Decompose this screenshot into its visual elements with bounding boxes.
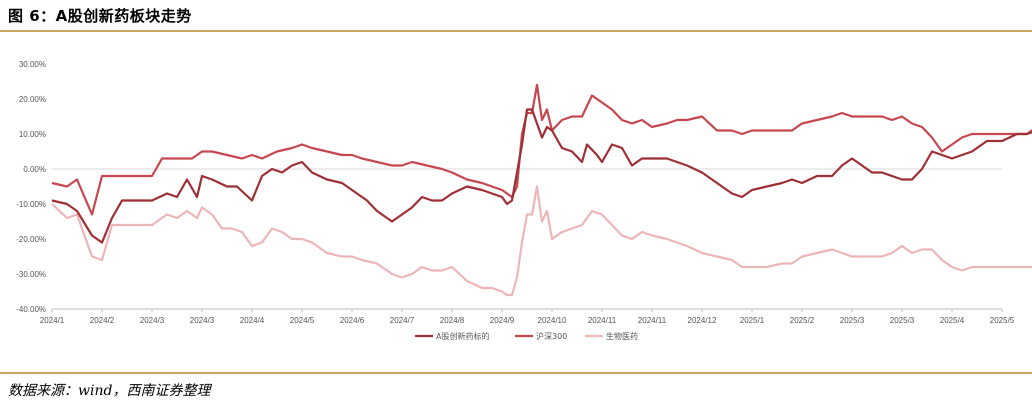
y-tick-label: 10.00%: [19, 130, 46, 139]
series-line-1: [51, 83, 1032, 216]
x-tick-label: 2024/10: [538, 316, 567, 325]
x-tick-label: 2025/1: [740, 316, 765, 325]
series-lines: [51, 83, 1032, 297]
x-tick-label: 2025/5: [990, 316, 1015, 325]
x-tick-label: 2024/2: [90, 316, 115, 325]
y-tick-label: -10.00%: [16, 200, 46, 209]
y-tick-label: 0.00%: [23, 165, 46, 174]
legend-label: 生物医药: [606, 331, 638, 341]
x-axis: 2024/1 2024/2 2024/3 2024/3 2024/4 2024/5 2024…: [40, 308, 1015, 325]
x-tick-label: 2024/7: [390, 316, 415, 325]
y-axis: 30.00% 20.00% 10.00% 0.00% -10.00% -20.00% -30…: [16, 60, 1002, 314]
line-chart: 30.00% 20.00% 10.00% 0.00% -10.00% -20.00% -30…: [16, 60, 1032, 341]
top-rule: [0, 30, 1032, 32]
x-tick-label: 2025/3: [890, 316, 915, 325]
y-tick-label: -20.00%: [16, 235, 46, 244]
x-tick-label: 2025/4: [940, 316, 965, 325]
bottom-rule: [0, 372, 1032, 374]
x-tick-label: 2024/4: [240, 316, 265, 325]
x-tick-label: 2024/8: [440, 316, 465, 325]
x-tick-label: 2024/3: [140, 316, 165, 325]
series-line-0: [51, 108, 1032, 244]
x-tick-label: 2024/1: [40, 316, 65, 325]
source-note: 数据来源：wind，西南证券整理: [8, 383, 211, 399]
x-tick-label: 2024/9: [490, 316, 515, 325]
legend: A股创新药标的 沪深300 生物医药: [415, 331, 638, 341]
x-tick-label: 2024/11: [588, 316, 617, 325]
x-tick-label: 2024/6: [340, 316, 365, 325]
x-tick-label: 2025/2: [790, 316, 815, 325]
series-line-2: [51, 185, 1032, 297]
y-tick-label: -30.00%: [16, 270, 46, 279]
y-tick-label: 30.00%: [19, 60, 46, 69]
legend-label: 沪深300: [536, 331, 567, 341]
x-tick-label: 2025/3: [840, 316, 865, 325]
y-tick-label: 20.00%: [19, 95, 46, 104]
x-tick-label: 2024/5: [290, 316, 315, 325]
x-tick-label: 2024/12: [688, 316, 717, 325]
x-tick-label: 2024/3: [190, 316, 215, 325]
x-tick-label: 2024/11: [638, 316, 667, 325]
y-tick-label: -40.00%: [16, 305, 46, 314]
figure-title: 图 6：A股创新药板块走势: [8, 7, 192, 25]
legend-label: A股创新药标的: [436, 331, 489, 341]
